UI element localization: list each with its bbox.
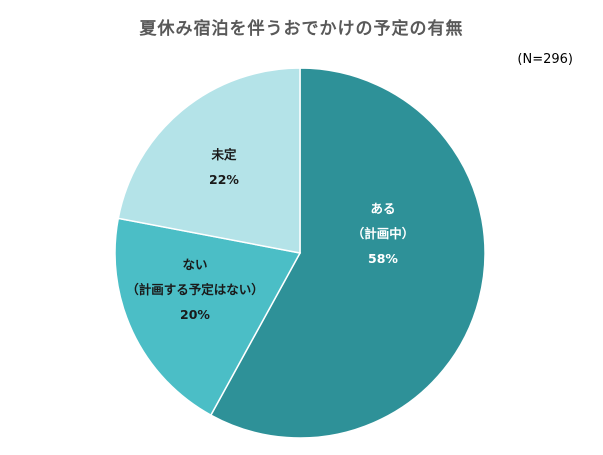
slice-label-0-line-0: ある xyxy=(370,201,395,216)
sample-size-note: (N=296) xyxy=(517,52,573,67)
pie-slice-0 xyxy=(209,67,486,439)
slice-label-1-line-0: ない xyxy=(182,257,207,272)
pie-slice-2 xyxy=(117,67,301,254)
slice-label-0-line-1: （計画中） xyxy=(352,226,415,241)
chart-title: 夏休み宿泊を伴うおでかけの予定の有無 xyxy=(139,19,464,39)
slice-label-2-line-0: 未定 xyxy=(210,147,237,162)
slice-percent-label-1: 20% xyxy=(180,307,210,322)
pie-slice-1 xyxy=(114,217,302,417)
slice-label-1-line-1: （計画する予定はない） xyxy=(126,282,264,297)
slice-percent-label-0: 58% xyxy=(368,251,398,266)
slice-percent-label-2: 22% xyxy=(209,172,239,187)
